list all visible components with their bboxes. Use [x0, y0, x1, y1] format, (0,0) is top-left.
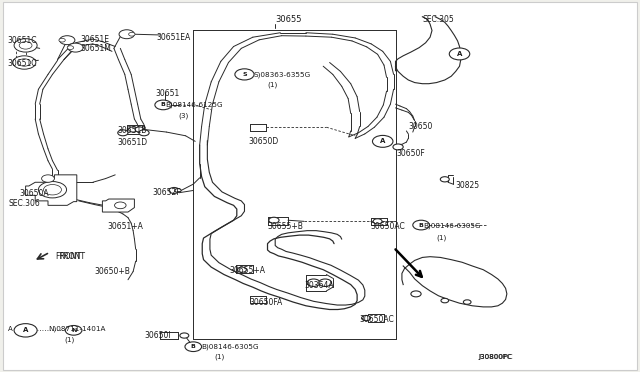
Circle shape [372, 135, 393, 147]
Text: 30364A: 30364A [304, 281, 333, 290]
Text: 30651C: 30651C [8, 59, 37, 68]
Text: 30651C: 30651C [8, 36, 37, 45]
Text: 30655+B: 30655+B [268, 222, 303, 231]
Text: 30655: 30655 [275, 15, 301, 24]
Circle shape [269, 217, 279, 223]
Text: 30650A: 30650A [19, 189, 49, 198]
Text: B)08146-6305G: B)08146-6305G [202, 343, 259, 350]
Text: (1): (1) [64, 336, 74, 343]
Circle shape [393, 144, 403, 150]
Circle shape [44, 185, 61, 195]
Text: 30650FA: 30650FA [250, 298, 283, 307]
Circle shape [60, 36, 75, 45]
Text: 30650: 30650 [408, 122, 433, 131]
Text: 30651: 30651 [156, 89, 180, 97]
Text: B: B [191, 344, 196, 349]
Text: S: S [242, 72, 247, 77]
Circle shape [18, 59, 31, 66]
Text: (1): (1) [436, 234, 447, 241]
Text: SEC.305: SEC.305 [422, 15, 454, 24]
Text: (1): (1) [214, 354, 225, 360]
Text: B: B [161, 102, 166, 108]
Text: FRONT: FRONT [59, 252, 85, 261]
Circle shape [449, 48, 470, 60]
Text: 30651+A: 30651+A [108, 222, 143, 231]
Circle shape [59, 38, 65, 42]
Circle shape [411, 291, 421, 297]
Text: 30650AC: 30650AC [360, 315, 394, 324]
Circle shape [463, 300, 471, 304]
Circle shape [14, 324, 37, 337]
Text: A: A [8, 326, 12, 332]
Text: J30800PC: J30800PC [479, 354, 512, 360]
Circle shape [373, 219, 382, 224]
Text: A: A [457, 51, 462, 57]
Circle shape [413, 220, 429, 230]
Circle shape [38, 182, 67, 198]
Text: B)08146-6125G: B)08146-6125G [165, 102, 223, 108]
Text: S)08363-6355G: S)08363-6355G [253, 71, 310, 78]
Text: (1): (1) [268, 81, 278, 88]
Polygon shape [102, 199, 134, 212]
Circle shape [235, 69, 254, 80]
Circle shape [441, 298, 449, 303]
Text: 30825: 30825 [456, 181, 480, 190]
Text: 30650I: 30650I [144, 331, 171, 340]
Circle shape [118, 130, 128, 136]
Circle shape [119, 30, 134, 39]
Circle shape [129, 32, 135, 36]
Text: 30655+A: 30655+A [229, 266, 265, 275]
Text: N)08711-1401A: N)08711-1401A [48, 326, 106, 333]
Circle shape [13, 56, 36, 69]
Text: A: A [380, 138, 385, 144]
Text: 30650+B: 30650+B [95, 267, 131, 276]
Text: B: B [419, 222, 424, 228]
Text: N: N [71, 328, 76, 333]
Circle shape [169, 187, 179, 193]
Text: J30800PC: J30800PC [479, 354, 513, 360]
Text: SEC.306: SEC.306 [9, 199, 41, 208]
Text: 30650AC: 30650AC [370, 222, 404, 231]
Circle shape [115, 202, 126, 209]
Circle shape [185, 342, 202, 352]
Text: FRONT: FRONT [55, 252, 81, 261]
Text: 30651E: 30651E [80, 35, 109, 44]
Polygon shape [26, 175, 77, 205]
Circle shape [67, 46, 74, 49]
Text: 30652F: 30652F [152, 188, 181, 197]
Text: 30650D: 30650D [248, 137, 278, 146]
Circle shape [68, 43, 83, 52]
Circle shape [65, 326, 82, 335]
Circle shape [307, 279, 320, 286]
Circle shape [14, 39, 37, 52]
Circle shape [362, 315, 371, 321]
Circle shape [440, 177, 449, 182]
Circle shape [19, 42, 32, 49]
Text: 30651M: 30651M [80, 44, 111, 53]
Text: 30651D: 30651D [117, 138, 147, 147]
Circle shape [175, 189, 181, 192]
Text: B)08146-6305G: B)08146-6305G [424, 223, 481, 230]
Text: 30651B: 30651B [117, 126, 147, 135]
Text: A: A [23, 327, 28, 333]
Circle shape [180, 333, 189, 338]
Circle shape [155, 100, 172, 110]
Text: 30651EA: 30651EA [157, 33, 191, 42]
Text: (3): (3) [178, 112, 188, 119]
FancyBboxPatch shape [3, 2, 637, 370]
Circle shape [129, 127, 138, 132]
Circle shape [237, 267, 246, 272]
Circle shape [319, 279, 332, 286]
Circle shape [135, 127, 144, 132]
Circle shape [139, 130, 149, 136]
Text: 30650F: 30650F [397, 149, 426, 158]
Circle shape [42, 175, 54, 182]
